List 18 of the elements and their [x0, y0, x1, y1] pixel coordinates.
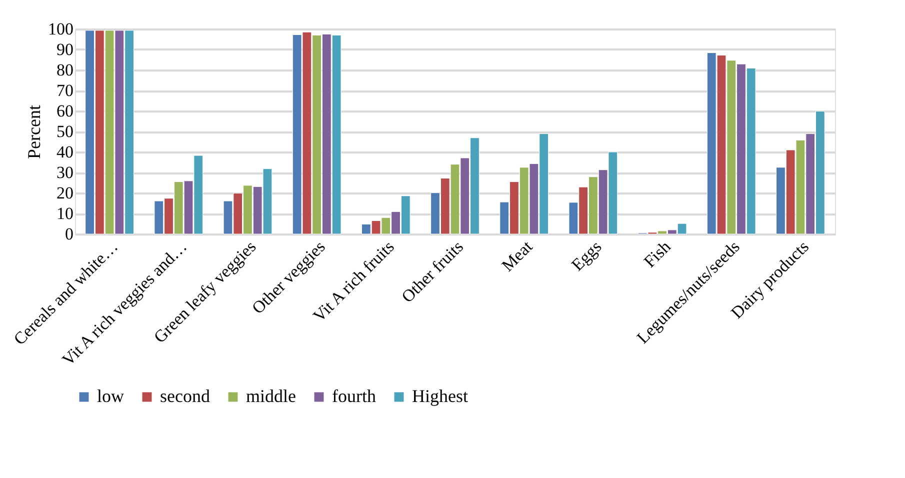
y-tick-label: 70 [56, 81, 74, 100]
y-tick-label: 30 [56, 163, 74, 182]
y-axis-title: Percent [24, 105, 44, 159]
y-tick-label: 80 [56, 60, 74, 80]
legend-label: second [160, 386, 210, 406]
legend-label: Highest [412, 386, 468, 406]
y-tick-label: 90 [56, 40, 74, 59]
y-tick-label: 60 [56, 102, 74, 120]
y-tick-label: 50 [56, 122, 74, 141]
y-tick-label: 40 [56, 142, 74, 162]
y-tick-label: 10 [56, 204, 74, 223]
x-tick-label: Eggs [568, 237, 606, 275]
legend-label: low [97, 386, 124, 406]
legend-label: middle [246, 386, 296, 406]
y-tick-label: 0 [65, 224, 74, 244]
y-tick-label: 100 [48, 20, 74, 38]
y-tick-label: 20 [56, 184, 74, 202]
legend-label: fourth [332, 386, 376, 406]
